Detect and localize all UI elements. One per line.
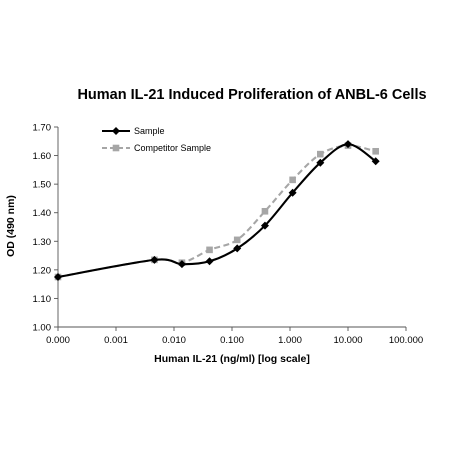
data-point xyxy=(206,246,213,254)
data-point xyxy=(233,244,242,253)
y-tick-label: 1.50 xyxy=(33,180,52,191)
y-tick-label: 1.00 xyxy=(33,323,52,334)
chart-title: Human IL-21 Induced Proliferation of ANB… xyxy=(77,87,426,103)
data-point xyxy=(344,140,352,149)
data-point xyxy=(372,147,379,155)
x-tick-label: 0.000 xyxy=(46,335,70,346)
series-line xyxy=(57,143,377,279)
data-point xyxy=(150,255,159,264)
y-tick-label: 1.10 xyxy=(33,294,52,305)
data-point xyxy=(54,273,62,281)
data-point xyxy=(316,158,325,167)
legend-marker xyxy=(112,144,120,152)
legend: Sample Competitor Sample xyxy=(102,126,211,153)
y-tick-label: 1.40 xyxy=(33,208,52,219)
x-tick-label: 100.000 xyxy=(389,335,423,346)
data-point xyxy=(260,221,269,230)
y-axis: 1.00 1.10 1.20 1.30 1.40 1.50 1.60 1.70 xyxy=(33,123,59,334)
x-tick-label: 0.001 xyxy=(104,335,128,346)
y-tick-label: 1.20 xyxy=(33,265,52,276)
series-line xyxy=(57,144,376,279)
x-tick-label: 1.000 xyxy=(278,335,302,346)
x-tick-label: 10.000 xyxy=(333,335,362,346)
data-point xyxy=(289,176,296,184)
series-group xyxy=(54,140,380,281)
y-tick-label: 1.30 xyxy=(33,237,52,248)
x-tick-label: 0.010 xyxy=(162,335,186,346)
x-axis: 0.000 0.001 0.010 0.100 1.000 10.000 100.000 xyxy=(46,326,423,346)
legend-label: Competitor Sample xyxy=(134,143,211,153)
data-point xyxy=(288,188,297,197)
y-tick-label: 1.60 xyxy=(33,151,52,162)
x-tick-label: 0.100 xyxy=(220,335,244,346)
y-tick-label: 1.70 xyxy=(33,123,52,134)
series-sample xyxy=(54,140,380,281)
data-point xyxy=(177,260,186,269)
legend-marker xyxy=(112,127,120,135)
data-point xyxy=(371,157,380,166)
y-axis-title: OD (490 nm) xyxy=(5,195,17,257)
x-axis-title: Human IL-21 (ng/ml) [log scale] xyxy=(154,353,310,365)
data-point xyxy=(205,257,214,266)
legend-label: Sample xyxy=(134,126,165,136)
data-point xyxy=(233,236,241,244)
data-point xyxy=(261,207,269,215)
data-point xyxy=(317,150,324,158)
